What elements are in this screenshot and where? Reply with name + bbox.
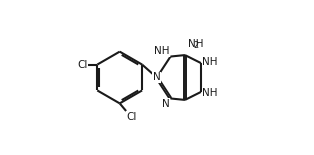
Text: NH: NH <box>203 58 218 67</box>
Text: 2: 2 <box>193 41 198 50</box>
Text: Cl: Cl <box>78 60 88 70</box>
Text: N: N <box>153 73 161 82</box>
Text: NH: NH <box>154 46 169 56</box>
Text: NH: NH <box>203 88 218 97</box>
Text: NH: NH <box>188 39 204 49</box>
Text: N: N <box>162 99 170 109</box>
Text: Cl: Cl <box>127 112 137 122</box>
